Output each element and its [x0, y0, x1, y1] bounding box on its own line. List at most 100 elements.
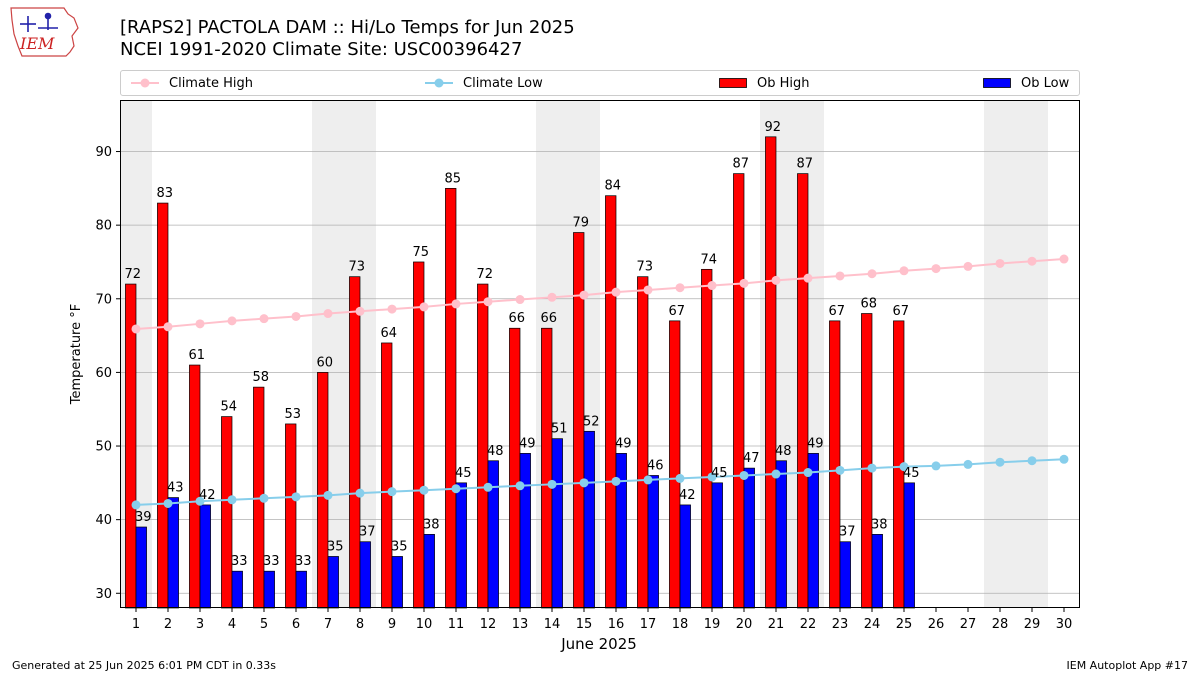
climate-low-point-day-17 — [643, 475, 653, 485]
weekend-band-day-28 — [984, 100, 1016, 608]
climate-low-point-day-23 — [835, 465, 845, 475]
ob-low-value-label-day-16: 49 — [615, 436, 632, 451]
ob-low-value-label-day-23: 37 — [839, 525, 856, 540]
ob-high-value-label-day-24: 68 — [860, 297, 877, 312]
ob-high-bar-day-17 — [637, 276, 649, 609]
climate-low-point-day-15 — [579, 478, 589, 488]
climate-high-point-day-29 — [1027, 256, 1037, 266]
x-tick-label-3: 3 — [196, 617, 204, 632]
ob-high-value-label-day-3: 61 — [188, 348, 205, 363]
app-credit: IEM Autoplot App #17 — [1066, 659, 1189, 672]
ob-high-value-label-day-4: 54 — [220, 400, 237, 415]
ob-high-bar-day-20 — [733, 173, 745, 609]
x-tick-label-8: 8 — [356, 617, 364, 632]
y-axis-label: Temperature °F — [69, 304, 84, 405]
ob-low-value-label-day-8: 37 — [359, 525, 376, 540]
ob-low-bar-day-6 — [295, 570, 307, 609]
ob-low-value-label-day-17: 46 — [647, 458, 664, 473]
ob-high-bar-day-23 — [829, 320, 841, 609]
x-tick-label-10: 10 — [416, 617, 433, 632]
climate-high-point-day-25 — [899, 266, 909, 276]
y-tick-label-50: 50 — [95, 440, 112, 455]
ob-low-value-label-day-13: 49 — [519, 436, 536, 451]
ob-high-bar-day-24 — [861, 313, 873, 609]
climate-high-point-day-27 — [963, 261, 973, 271]
ob-high-value-label-day-21: 92 — [764, 120, 781, 135]
x-tick-label-14: 14 — [544, 617, 561, 632]
legend-marker-ob-low — [983, 78, 1011, 88]
x-tick-label-4: 4 — [228, 617, 236, 632]
ob-low-value-label-day-22: 49 — [807, 436, 824, 451]
climate-low-point-day-30 — [1059, 454, 1069, 464]
ob-low-bar-day-8 — [359, 541, 371, 609]
climate-low-point-day-7 — [323, 490, 333, 500]
ob-low-bar-day-23 — [839, 541, 851, 609]
ob-low-value-label-day-20: 47 — [743, 451, 760, 466]
ob-high-value-label-day-15: 79 — [572, 216, 589, 231]
climate-low-point-day-9 — [387, 487, 397, 497]
legend-item-climate-low: Climate Low — [425, 71, 543, 95]
bar-value-labels: 72 83 61 54 58 53 60 73 64 75 85 72 66 66 79 84 73 67 74 87… — [124, 120, 919, 569]
x-tick-label-7: 7 — [324, 617, 332, 632]
climate-high-point-day-23 — [835, 271, 845, 281]
ob-high-bar-day-2 — [157, 202, 169, 609]
ob-low-bar-day-1 — [135, 526, 147, 609]
ob-low-bar-day-9 — [391, 556, 403, 609]
ob-high-value-label-day-9: 64 — [380, 326, 397, 341]
climate-low-point-day-4 — [227, 495, 237, 505]
ob-high-value-label-day-20: 87 — [732, 157, 749, 172]
ob-low-bar-day-16 — [615, 453, 627, 609]
climate-low-point-day-11 — [451, 484, 461, 494]
chart-subtitle: NCEI 1991-2020 Climate Site: USC00396427 — [120, 39, 523, 60]
y-tick-label-30: 30 — [95, 587, 112, 602]
x-tick-label-20: 20 — [736, 617, 753, 632]
x-tick-label-16: 16 — [608, 617, 625, 632]
y-tick-label-80: 80 — [95, 219, 112, 234]
climate-low-point-day-28 — [995, 457, 1005, 467]
y-tick-label-40: 40 — [95, 513, 112, 528]
x-tick-label-17: 17 — [640, 617, 657, 632]
climate-low-line — [135, 458, 1065, 506]
climate-high-point-day-3 — [195, 319, 205, 329]
x-tick-label-9: 9 — [388, 617, 396, 632]
ob-high-bar-day-9 — [381, 342, 393, 609]
ob-low-value-label-day-9: 35 — [391, 539, 408, 554]
x-tick-label-18: 18 — [672, 617, 689, 632]
x-tick-label-29: 29 — [1024, 617, 1041, 632]
climate-low-point-day-14 — [547, 479, 557, 489]
climate-low-point-day-1 — [131, 500, 141, 510]
ob-low-bar-day-7 — [327, 556, 339, 609]
climate-low-point-day-22 — [803, 468, 813, 478]
ob-high-bar-day-4 — [221, 416, 233, 609]
ob-low-bar-day-13 — [519, 453, 531, 609]
ob-low-bar-day-2 — [167, 497, 179, 609]
ob-low-bar-day-25 — [903, 482, 915, 609]
legend-marker-ob-high — [719, 78, 747, 88]
ob-low-value-label-day-19: 45 — [711, 466, 728, 481]
x-tick-label-15: 15 — [576, 617, 593, 632]
climate-low-point-day-27 — [963, 459, 973, 469]
ob-high-value-label-day-19: 74 — [700, 252, 717, 267]
climate-high-point-day-17 — [643, 285, 653, 295]
y-gridlines — [120, 151, 1080, 594]
x-tick-label-2: 2 — [164, 617, 172, 632]
ob-low-bar-day-18 — [679, 504, 691, 609]
ob-high-value-label-day-12: 72 — [476, 267, 493, 282]
y-tick-label-70: 70 — [95, 292, 112, 307]
chart-title: [RAPS2] PACTOLA DAM :: Hi/Lo Temps for J… — [120, 17, 575, 38]
ob-high-bar-day-6 — [285, 423, 297, 609]
ob-high-value-label-day-8: 73 — [348, 260, 365, 275]
ob-low-value-label-day-18: 42 — [679, 488, 696, 503]
legend-marker-climate-high — [131, 78, 159, 88]
x-tick-label-24: 24 — [864, 617, 881, 632]
climate-low-point-day-29 — [1027, 456, 1037, 466]
ob-high-value-label-day-14: 66 — [540, 311, 557, 326]
ob-high-bar-day-16 — [605, 195, 617, 609]
climate-high-point-day-2 — [163, 322, 173, 332]
climate-low-point-day-20 — [739, 470, 749, 480]
legend-label-climate-high: Climate High — [169, 75, 254, 91]
ob-high-bar-day-11 — [445, 187, 457, 609]
ob-high-bar-day-3 — [189, 364, 201, 609]
x-tick-label-5: 5 — [260, 617, 268, 632]
climate-high-point-day-9 — [387, 304, 397, 314]
